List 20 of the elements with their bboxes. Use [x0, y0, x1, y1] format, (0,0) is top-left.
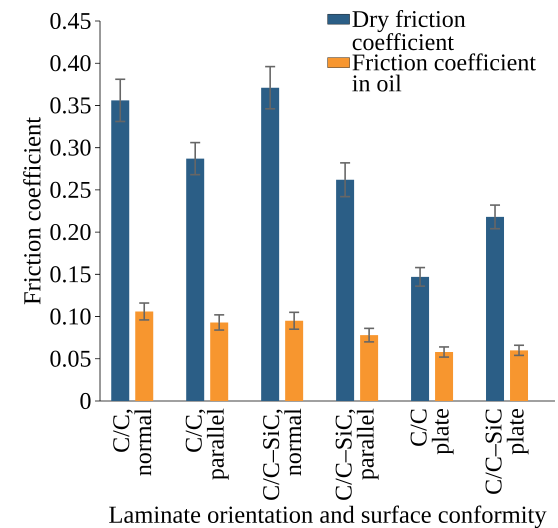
x-tick-label: C/C, parallel — [186, 408, 229, 480]
y-tick-label: 0.30 — [50, 140, 91, 156]
y-tick-label: 0.45 — [50, 12, 91, 30]
x-tick-label: C/C–SiC plate — [486, 409, 529, 494]
x-axis-title: Laminate orientation and surface conformity — [109, 506, 546, 528]
y-tick-label: 0.35 — [50, 97, 91, 114]
y-tick-label: 0.05 — [50, 350, 91, 367]
legend-label: Friction coefficient in oil — [352, 53, 536, 92]
y-tick-label: 0.15 — [50, 266, 91, 282]
x-tick-label: C/C plate — [410, 409, 454, 454]
x-tick-label: C/C–SiC, parallel — [336, 408, 379, 500]
y-tick-label: 0.25 — [50, 182, 91, 198]
y-tick-label: 0.20 — [50, 224, 91, 240]
y-axis-title: Friction coefficient — [23, 117, 41, 304]
y-tick-label: 0.10 — [50, 308, 91, 325]
y-tick-label: 0 — [80, 392, 91, 410]
legend-label: Dry friction coefficient — [352, 10, 466, 50]
x-tick-label: C/C, normal — [113, 408, 152, 476]
y-tick-label: 0.40 — [50, 55, 91, 72]
x-tick-label: C/C–SiC, normal — [263, 408, 302, 500]
